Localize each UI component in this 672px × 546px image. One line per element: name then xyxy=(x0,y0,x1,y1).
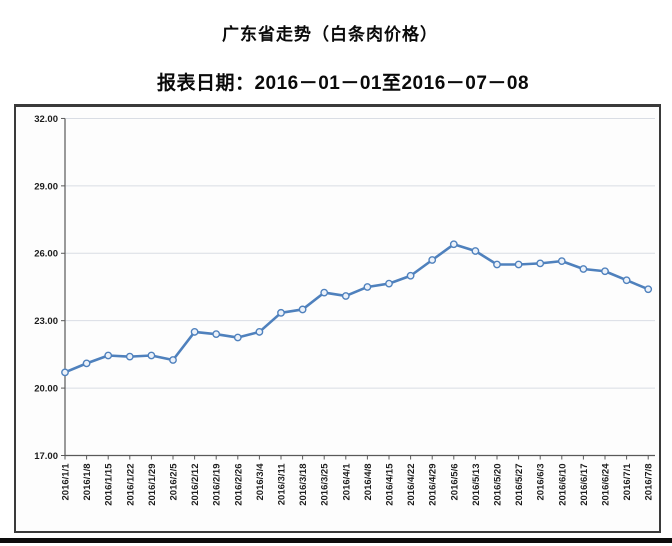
report-date-subtitle: 报表日期：2016－01－01至2016－07－08 xyxy=(156,73,530,94)
data-point-marker xyxy=(428,256,437,264)
series-group xyxy=(61,240,653,377)
x-tick-label: 2016/6/10 xyxy=(557,464,568,506)
y-tick-label: 29.00 xyxy=(34,181,58,192)
y-tick-label: 20.00 xyxy=(34,383,58,394)
data-point-marker xyxy=(471,247,480,255)
x-tick-label: 2016/1/29 xyxy=(147,464,158,506)
x-tick-label: 2016/4/22 xyxy=(406,464,417,506)
x-tick-label: 2016/4/1 xyxy=(341,463,352,501)
data-point-marker xyxy=(320,288,329,297)
x-tick-label: 2016/4/8 xyxy=(363,464,374,501)
data-point-marker xyxy=(233,333,242,342)
x-tick-label: 2016/1/15 xyxy=(104,463,115,506)
data-point-marker xyxy=(579,265,588,273)
data-point-marker xyxy=(406,271,415,280)
x-tick-label: 2016/3/18 xyxy=(298,464,309,506)
x-tick-label: 2016/5/6 xyxy=(449,464,460,501)
data-point-marker xyxy=(341,292,350,300)
x-tick-label: 2016/5/20 xyxy=(493,464,504,506)
x-tick-label: 2016/6/24 xyxy=(601,463,612,506)
x-tick-label: 2016/4/15 xyxy=(385,463,396,506)
ticks-group xyxy=(61,117,649,460)
data-point-marker xyxy=(514,260,523,269)
x-tick-label: 2016/6/3 xyxy=(536,464,547,501)
data-point-marker xyxy=(622,276,631,285)
x-tick-label: 2016/2/19 xyxy=(212,464,223,506)
x-tick-label: 2016/1/8 xyxy=(82,464,93,501)
data-point-marker xyxy=(169,356,177,364)
gridlines-group xyxy=(65,117,655,456)
x-tick-label: 2016/6/17 xyxy=(579,464,590,506)
data-point-marker xyxy=(363,283,372,291)
x-tick-label: 2016/2/26 xyxy=(233,464,244,506)
data-point-marker xyxy=(449,240,458,249)
page-title: 广东省走势（白条肉价格） xyxy=(222,25,438,44)
data-point-marker xyxy=(147,351,156,360)
data-point-marker xyxy=(601,267,609,276)
x-tick-label: 2016/5/27 xyxy=(514,463,525,505)
y-tick-label: 23.00 xyxy=(34,316,58,327)
price-line xyxy=(63,242,650,374)
data-point-marker xyxy=(61,368,69,377)
data-point-marker xyxy=(104,351,113,360)
x-tick-label: 2016/7/1 xyxy=(622,463,633,501)
data-point-marker xyxy=(255,328,264,336)
data-point-marker xyxy=(190,328,199,336)
data-point-marker xyxy=(385,279,393,288)
data-point-marker xyxy=(536,259,545,268)
x-tick-label: 2016/5/13 xyxy=(471,464,482,506)
x-tick-label: 2016/1/1 xyxy=(61,463,72,501)
y-tick-label: 26.00 xyxy=(34,249,58,260)
x-tick-label: 2016/4/29 xyxy=(428,464,439,506)
data-point-marker xyxy=(82,359,91,368)
x-tick-label: 2016/3/11 xyxy=(277,463,288,505)
x-tick-label: 2016/3/4 xyxy=(255,463,266,501)
chart-container: 32.00 29.00 26.00 23.00 20.00 17.00 2016/1/1 20… xyxy=(14,104,661,533)
data-point-marker xyxy=(125,352,134,361)
x-tick-label: 2016/2/5 xyxy=(169,463,180,501)
y-tick-label: 17.00 xyxy=(34,451,58,462)
data-point-marker xyxy=(557,257,566,266)
data-point-marker xyxy=(644,285,653,294)
x-tick-label: 2016/2/12 xyxy=(190,464,201,506)
data-point-marker xyxy=(298,305,307,314)
data-point-marker xyxy=(212,330,221,339)
x-tick-label: 2016/7/8 xyxy=(644,464,655,501)
axes-group xyxy=(64,118,655,457)
data-point-marker xyxy=(277,308,285,317)
bottom-divider xyxy=(0,538,672,543)
x-tick-label: 2016/3/25 xyxy=(320,463,331,506)
y-tick-label: 32.00 xyxy=(34,114,58,125)
x-tick-label: 2016/1/22 xyxy=(125,464,136,506)
data-point-marker xyxy=(493,260,501,269)
